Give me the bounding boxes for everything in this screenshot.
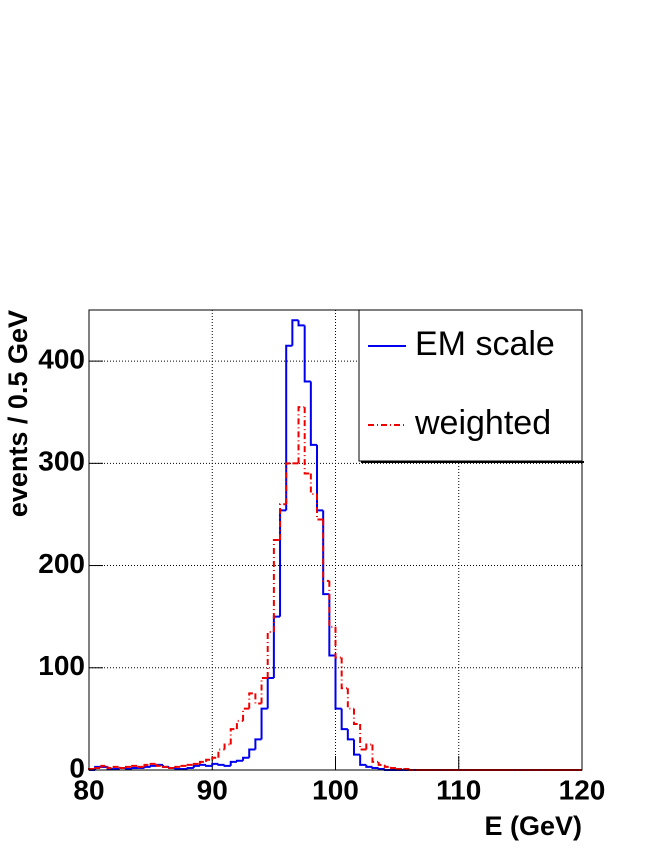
histogram-bin <box>383 764 391 768</box>
histogram-bin <box>266 631 274 678</box>
histogram-bin <box>180 764 188 767</box>
histogram-bin <box>377 761 385 766</box>
histogram-bin <box>198 760 207 764</box>
histogram-bin <box>248 692 256 709</box>
histogram-bin <box>377 767 385 770</box>
histogram-bin <box>205 764 213 767</box>
y-tick-label: 200 <box>38 548 85 579</box>
histogram-bin <box>149 762 157 765</box>
histogram-bin <box>285 344 293 511</box>
histogram-bin <box>229 760 237 766</box>
histogram-bin <box>118 766 126 769</box>
histogram-bin <box>396 767 404 770</box>
histogram-bin <box>365 764 373 768</box>
histogram-bin <box>124 765 133 768</box>
x-tick-label: 80 <box>73 774 104 805</box>
histogram-bin <box>94 766 102 769</box>
histogram-bin <box>223 743 231 750</box>
histogram-bin <box>186 766 194 769</box>
histogram-bin <box>334 626 342 659</box>
histogram-bin <box>254 738 262 750</box>
histogram-bin <box>205 758 213 762</box>
histogram-bin <box>242 707 250 721</box>
histogram-bin <box>359 754 367 766</box>
x-axis-title: E (GeV) <box>484 811 582 841</box>
histogram-bin <box>359 724 367 751</box>
histogram-bin <box>328 594 336 657</box>
histogram-bin <box>371 766 379 769</box>
y-axis-title: events / 0.5 GeV <box>3 310 33 517</box>
x-tick-label: 90 <box>197 774 228 805</box>
histogram-bin <box>235 759 244 762</box>
histogram-bin <box>352 739 361 756</box>
histogram-bin <box>143 763 151 767</box>
x-tick-label: 110 <box>436 774 481 805</box>
histogram-bin <box>124 767 133 770</box>
histogram-bin <box>389 766 398 769</box>
histogram-bin <box>106 765 114 769</box>
histogram-bin <box>303 407 311 475</box>
histogram-bin <box>291 319 299 346</box>
y-tick-label: 300 <box>38 446 85 477</box>
histogram-bin <box>285 462 293 505</box>
histogram-bin <box>334 655 342 710</box>
histogram-bin <box>186 763 194 766</box>
histogram-bin <box>211 756 219 760</box>
histogram-bin <box>112 765 120 768</box>
histogram-bin <box>168 766 176 769</box>
histogram-bin <box>174 767 182 770</box>
histogram-bin <box>260 677 268 704</box>
histogram-bin <box>217 763 225 766</box>
histogram-bin <box>340 657 348 690</box>
histogram-bin <box>309 381 318 446</box>
legend-label: EM scale <box>415 325 555 363</box>
histogram-bin <box>161 765 170 768</box>
legend-label: weighted <box>414 404 551 442</box>
histogram-bin <box>272 539 281 632</box>
y-tick-label: 100 <box>38 650 85 681</box>
legend-box <box>358 309 583 462</box>
histogram-bin <box>365 743 373 750</box>
histogram-bin <box>260 707 268 740</box>
histogram-bin <box>137 765 145 768</box>
histogram-bin <box>322 519 330 582</box>
histogram-bin <box>211 762 219 766</box>
histogram-bin <box>297 406 305 464</box>
histogram-bin <box>303 325 311 383</box>
histogram-bin <box>100 764 108 768</box>
histogram-bin <box>254 693 262 705</box>
histogram-bin <box>229 728 237 745</box>
histogram-bin <box>371 744 379 763</box>
histogram-bin <box>217 748 225 758</box>
histogram-bin <box>149 764 157 767</box>
histogram-bin <box>297 320 305 327</box>
histogram-bin <box>131 766 139 769</box>
histogram-bin <box>235 719 244 730</box>
histogram-bin <box>340 708 348 731</box>
x-tick-label: 120 <box>559 774 606 805</box>
x-tick-label: 100 <box>312 774 359 805</box>
histogram-bin <box>328 580 336 628</box>
histogram-bin <box>131 764 139 767</box>
histogram-bin <box>352 708 361 725</box>
histogram-bin <box>316 494 324 521</box>
histogram-bin <box>242 756 250 761</box>
histogram-bin <box>155 763 163 767</box>
plot-frame <box>88 309 583 771</box>
y-tick-label: 400 <box>38 344 85 375</box>
histogram-bin <box>248 748 256 758</box>
histogram-bin <box>192 764 200 768</box>
y-tick-label: 0 <box>69 752 85 783</box>
histogram-bin <box>279 503 287 540</box>
histogram-bin <box>346 729 354 741</box>
histogram-bin <box>198 763 207 766</box>
histogram-bin <box>192 762 200 765</box>
histogram-bin <box>143 765 151 768</box>
histogram-bin <box>223 764 231 767</box>
histogram-bin <box>174 765 182 768</box>
